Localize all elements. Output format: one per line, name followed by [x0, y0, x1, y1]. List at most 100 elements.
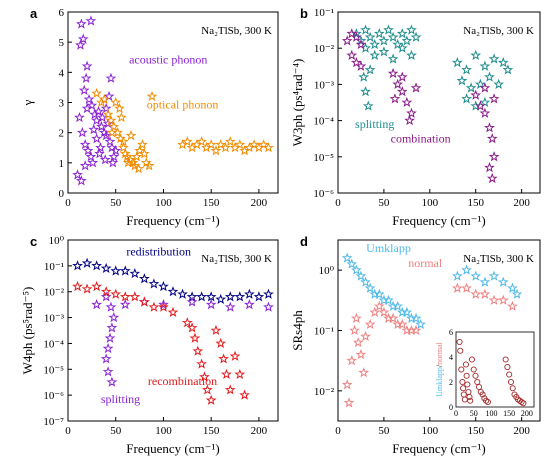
data-point-a-series-1: [220, 142, 231, 153]
data-point-d-series-0: [351, 264, 362, 275]
data-point-a-series-0: [78, 84, 90, 95]
data-point-d-series-0: [346, 258, 358, 269]
y-tick-label-b: 10⁻⁵: [313, 152, 334, 164]
data-point-b-series-1: [488, 93, 500, 104]
inset-point: [458, 366, 465, 373]
panel-a: 0 50 100 150 200 0 1 2 3 4 5 6 a Na₂TlSb, 300 K Freque…: [20, 6, 279, 228]
data-point-a-series-0: [75, 39, 86, 50]
data-point-b-series-1: [389, 93, 401, 104]
data-point-d-series-0: [461, 264, 472, 275]
data-point-a-series-0: [85, 151, 97, 162]
data-point-c-series-1: [186, 296, 198, 307]
data-point-a-series-0: [81, 60, 93, 71]
data-point-a-series-1: [108, 121, 120, 132]
data-point-d-series-0: [355, 270, 367, 281]
y-axis-title-a: γ: [20, 99, 35, 106]
y-tick-label-d: 10⁰: [319, 265, 335, 277]
data-point-c-series-2: [196, 358, 207, 369]
data-point-a-series-0: [74, 111, 85, 123]
data-point-d-series-1: [410, 324, 422, 336]
data-point-b-series-1: [401, 96, 413, 108]
data-point-b-series-0: [497, 57, 509, 68]
data-point-a-series-1: [118, 136, 129, 147]
data-point-b-series-0: [452, 57, 463, 68]
data-point-b-series-0: [456, 75, 468, 86]
data-point-a-series-0: [77, 33, 89, 44]
data-point-b-series-1: [346, 49, 358, 61]
data-point-c-series-0: [205, 291, 217, 302]
data-point-d-series-0: [383, 294, 394, 305]
data-point-d-series-1: [452, 282, 463, 293]
data-point-c-series-2: [192, 345, 204, 356]
data-point-c-series-1: [224, 301, 236, 312]
inset-point: [459, 378, 466, 386]
material-annotation-b: Na₂TlSb, 300 K: [463, 25, 534, 37]
data-point-c-series-2: [234, 368, 246, 380]
panel-letter-c: c: [30, 234, 37, 249]
data-point-b-series-1: [396, 71, 408, 82]
data-point-a-series-1: [210, 145, 222, 156]
y-tick-label-b: 10⁻¹: [314, 7, 334, 19]
data-point-c-series-0: [167, 286, 179, 297]
data-point-c-series-0: [244, 288, 255, 299]
x-tick-label-d: 0: [335, 425, 341, 437]
data-point-a-series-1: [181, 136, 193, 147]
data-point-b-series-0: [488, 53, 500, 64]
data-point-c-series-0: [100, 262, 112, 273]
x-tick-label-a: 200: [251, 197, 268, 209]
data-point-b-series-0: [502, 64, 514, 75]
data-point-c-series-2: [139, 296, 150, 307]
material-annotation-d: Na₂TlSb, 300 K: [463, 253, 534, 265]
data-point-a-series-1: [134, 145, 145, 156]
inset-point: [464, 381, 471, 388]
data-point-b-series-1: [396, 86, 408, 97]
inset-point: [504, 363, 511, 371]
inset-point: [483, 397, 490, 404]
data-point-c-series-0: [139, 273, 150, 284]
data-point-a-series-1: [119, 148, 131, 159]
data-point-c-series-2: [158, 301, 169, 312]
y-tick-label-c: 10⁻⁶: [43, 390, 64, 402]
y-tick-label-d: 10⁻¹: [314, 326, 334, 338]
data-point-a-series-0: [94, 148, 105, 159]
inset-point: [460, 385, 467, 392]
data-point-d-series-1: [497, 294, 509, 305]
x-tick-label-b: 0: [335, 197, 341, 209]
data-point-b-series-0: [474, 78, 486, 89]
inset-point: [479, 391, 486, 398]
data-point-c-series-2: [239, 389, 250, 400]
inset-y-axis-title: Umklapp/normal: [435, 341, 444, 396]
series-annotation-a-1: optical phonon: [147, 98, 219, 112]
panel-b: 0 50 100 150 200 10⁻⁶ 10⁻⁵ 10⁻⁴ 10⁻³ 10⁻² 10⁻¹ b Na₂…: [290, 6, 541, 228]
data-point-d-series-1: [461, 282, 472, 293]
data-point-a-series-1: [215, 139, 227, 150]
x-tick-label-b: 100: [422, 197, 439, 209]
data-point-c-series-2: [202, 384, 213, 395]
series-annotation-d-0: Umklapp: [366, 241, 411, 255]
data-point-d-series-1: [479, 288, 491, 299]
x-tick-label-a: 100: [155, 197, 172, 209]
inset-y-tick-label: 0: [449, 403, 453, 412]
plot-frame-c: [67, 239, 279, 422]
data-point-b-series-1: [484, 122, 495, 133]
data-point-c-series-1: [102, 342, 114, 354]
data-point-b-series-0: [360, 24, 371, 35]
data-point-d-series-0: [470, 270, 482, 281]
data-point-d-series-1: [369, 306, 381, 317]
data-point-a-series-1: [224, 136, 236, 147]
data-point-c-series-2: [119, 291, 131, 302]
data-point-b-series-1: [486, 172, 498, 184]
data-point-c-series-2: [91, 280, 102, 292]
data-point-d-series-1: [507, 300, 518, 311]
data-point-a-series-0: [80, 72, 92, 83]
x-tick-label-d: 200: [513, 425, 530, 437]
data-point-c-series-0: [177, 288, 188, 299]
y-tick-label-a: 6: [59, 7, 65, 19]
x-tick-label-a: 0: [65, 197, 71, 209]
data-point-d-series-1: [341, 379, 353, 390]
data-point-a-series-0: [100, 130, 112, 141]
data-point-b-series-0: [362, 100, 374, 111]
data-point-d-series-0: [507, 282, 518, 293]
